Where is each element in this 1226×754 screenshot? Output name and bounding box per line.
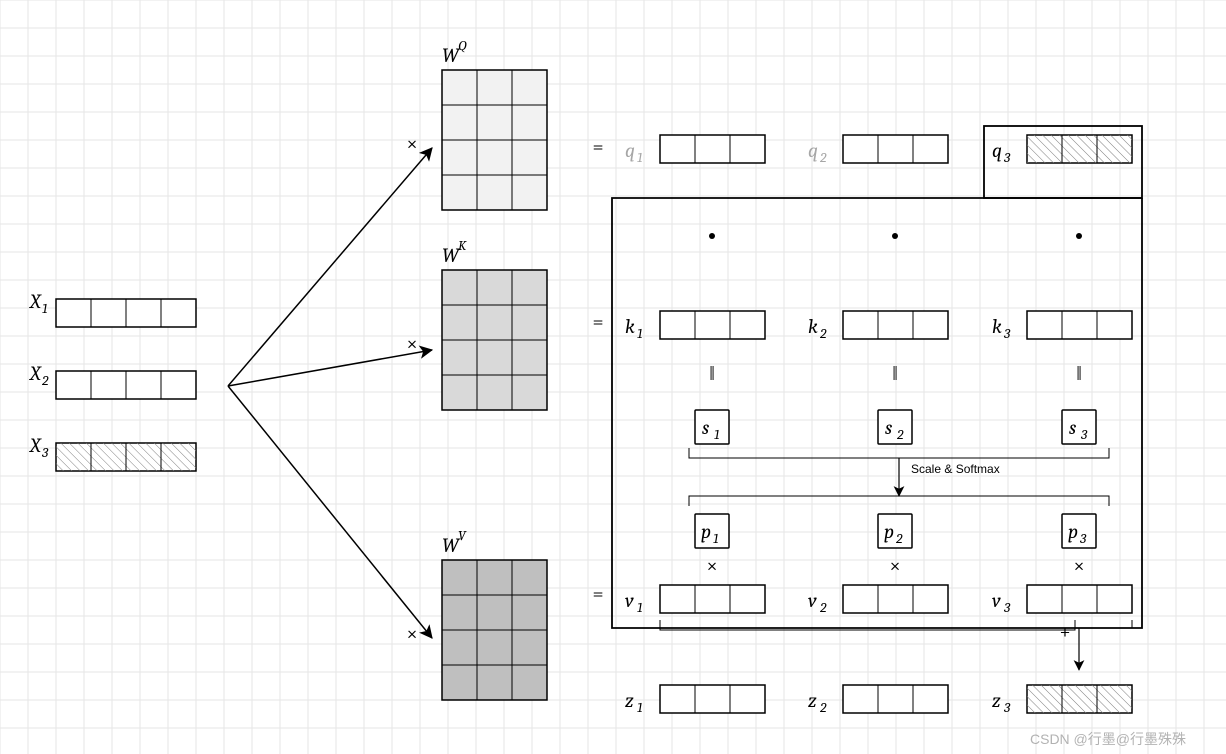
eq-vert-c3: ǁ [1076, 362, 1082, 385]
svg-text:q: q [808, 139, 818, 162]
svg-text:K: K [458, 237, 467, 254]
svg-text:s: s [702, 416, 709, 439]
svg-text:3: 3 [1003, 325, 1011, 342]
svg-text:2: 2 [819, 599, 827, 616]
v-vec-c3 [1027, 585, 1132, 613]
svg-text:X: X [28, 434, 42, 457]
v-vec-c1 [660, 585, 765, 613]
z-vec-c2 [843, 685, 948, 713]
svg-text:2: 2 [819, 149, 827, 166]
k-vec-c3 [1027, 311, 1132, 339]
svg-text:v: v [808, 589, 817, 612]
equals-q: = [592, 135, 603, 158]
svg-text:1: 1 [714, 426, 720, 443]
svg-text:2: 2 [895, 530, 903, 547]
svg-text:1: 1 [42, 300, 48, 317]
svg-text:2: 2 [896, 426, 904, 443]
v-vec-c2 [843, 585, 948, 613]
z-vec-c3 [1027, 685, 1132, 713]
s-box-c2 [878, 410, 912, 444]
svg-text:2: 2 [819, 325, 827, 342]
svg-text:1: 1 [637, 325, 643, 342]
weight-matrix-wq [442, 70, 547, 210]
k-vec-c1 [660, 311, 765, 339]
svg-text:3: 3 [1080, 426, 1088, 443]
weight-matrix-wv [442, 560, 547, 700]
dot-op-c1 [709, 233, 715, 239]
svg-text:2: 2 [41, 372, 49, 389]
equals-v: = [592, 582, 603, 605]
svg-text:q: q [992, 139, 1002, 162]
svg-text:z: z [808, 689, 817, 712]
weight-matrix-wk [442, 270, 547, 410]
k-vec-c2 [843, 311, 948, 339]
svg-text:v: v [625, 589, 634, 612]
svg-text:X: X [28, 362, 42, 385]
dot-op-c2 [892, 233, 898, 239]
s-box-c3 [1062, 410, 1096, 444]
svg-text:k: k [808, 315, 818, 338]
svg-text:z: z [625, 689, 634, 712]
dot-op-c3 [1076, 233, 1082, 239]
q-vec-c3 [1027, 135, 1132, 163]
sum-plus: + [1059, 620, 1070, 643]
svg-text:3: 3 [1003, 599, 1011, 616]
svg-text:q: q [625, 139, 635, 162]
multiply-op-wk: × [406, 332, 417, 355]
multiply-op-wq: × [406, 132, 417, 155]
svg-text:p: p [1068, 520, 1078, 543]
svg-text:p: p [701, 520, 711, 543]
svg-text:2: 2 [819, 699, 827, 716]
input-vec-x3 [56, 443, 196, 471]
svg-text:1: 1 [637, 599, 643, 616]
svg-text:Q: Q [458, 37, 467, 54]
softmax-label: Scale & Softmax [911, 462, 1000, 476]
svg-text:1: 1 [713, 530, 719, 547]
svg-text:s: s [1069, 416, 1076, 439]
svg-text:z: z [992, 689, 1001, 712]
svg-text:3: 3 [1079, 530, 1087, 547]
equals-k: = [592, 310, 603, 333]
svg-text:3: 3 [1003, 699, 1011, 716]
q-vec-c2 [843, 135, 948, 163]
svg-text:3: 3 [41, 444, 49, 461]
svg-text:k: k [625, 315, 635, 338]
multiply-op-wv: × [406, 622, 417, 645]
svg-text:1: 1 [637, 699, 643, 716]
svg-text:1: 1 [637, 149, 643, 166]
svg-text:V: V [458, 527, 467, 544]
eq-vert-c1: ǁ [709, 362, 715, 385]
z-vec-c1 [660, 685, 765, 713]
svg-text:v: v [992, 589, 1001, 612]
eq-vert-c2: ǁ [892, 362, 898, 385]
p-mul-c2: × [889, 554, 900, 577]
p-mul-c3: × [1073, 554, 1084, 577]
svg-text:X: X [28, 290, 42, 313]
p-mul-c1: × [706, 554, 717, 577]
watermark: CSDN @行墨@行墨殊殊 [1030, 731, 1186, 747]
diagram-canvas: X1X2X3WQ×WK×WV×===q1q2q3k1k2k3ǁǁǁs1s2s3S… [0, 0, 1226, 754]
input-vec-x2 [56, 371, 196, 399]
q-vec-c1 [660, 135, 765, 163]
input-vec-x1 [56, 299, 196, 327]
svg-text:k: k [992, 315, 1002, 338]
svg-text:s: s [885, 416, 892, 439]
svg-text:3: 3 [1003, 149, 1011, 166]
s-box-c1 [695, 410, 729, 444]
svg-text:p: p [884, 520, 894, 543]
